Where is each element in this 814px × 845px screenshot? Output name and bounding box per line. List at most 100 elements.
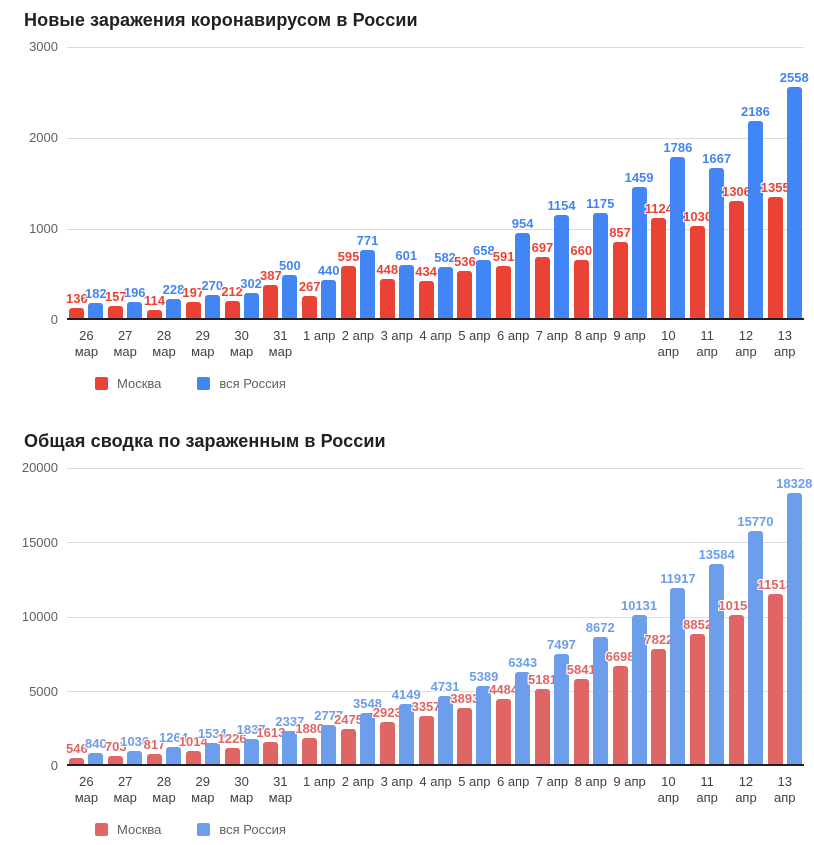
bar-москва: 857 <box>609 225 631 320</box>
bar-москва: 1880 <box>295 721 324 766</box>
x-tick-line: мар <box>229 790 254 805</box>
bar-pair: 2475 3548 <box>334 696 382 766</box>
gridline <box>67 616 804 618</box>
bar-value-label: 15770 <box>737 514 774 530</box>
bar-pair: 536 658 <box>454 243 495 320</box>
bar-вся-россия: 500 <box>279 258 301 320</box>
bar-value-label: 1264 <box>159 730 188 746</box>
bar-value-label: 13584 <box>698 546 735 562</box>
bar-value-label: 2923 <box>372 705 402 721</box>
x-tick-line: 8 апр <box>574 774 607 789</box>
x-tick-line: мар <box>113 790 137 805</box>
y-tick-label: 3000 <box>29 39 58 54</box>
x-tick-line: 1 апр <box>303 328 336 343</box>
x-tick-line: 3 апр <box>380 774 413 789</box>
bar-вся-россия: 1036 <box>120 734 149 766</box>
bar-pair: 267 440 <box>299 263 340 320</box>
bar-pair: 2923 4149 <box>373 687 421 766</box>
y-axis: 0 1000 2000 3000 <box>12 40 58 327</box>
bar-pair: 1124 1786 <box>645 140 692 320</box>
bar-value-label: 771 <box>356 232 379 248</box>
bar-group: 1880 2777 <box>295 708 343 766</box>
bar-value-label: 1030 <box>683 209 713 225</box>
bar-москва: 434 <box>415 264 437 320</box>
x-tick-label: 10 апр <box>649 774 688 806</box>
x-tick-line: апр <box>735 790 757 805</box>
x-tick-line: апр <box>696 344 718 359</box>
bar-москва: 5841 <box>567 662 596 766</box>
bar-group: 136 182 <box>66 286 107 320</box>
bar-москва: 4484 <box>489 682 518 766</box>
x-tick-line: 10 <box>661 774 676 789</box>
bar-group: 1030 1667 <box>683 151 731 320</box>
legend-label: Москва <box>117 376 162 391</box>
x-tick-line: мар <box>268 344 293 359</box>
x-tick-label: 26 мар <box>67 774 106 806</box>
bar-value-label: 1613 <box>256 724 286 740</box>
legend-swatch-icon <box>95 823 108 836</box>
bar-group: 1355 2558 <box>761 70 809 320</box>
bar-value-label: 196 <box>123 285 146 301</box>
bar-pair: 448 601 <box>376 248 417 320</box>
bar-вся-россия: 582 <box>434 250 456 320</box>
bar-group: 595 771 <box>338 233 378 320</box>
bar-group: 448 601 <box>376 248 417 320</box>
bar-value-label: 11917 <box>660 571 696 587</box>
x-tick-label: 5 апр <box>455 774 494 806</box>
x-tick-line: 7 апр <box>535 328 569 343</box>
x-tick-label: 31 мар <box>261 774 300 806</box>
bar-group: 7822 11917 <box>644 571 696 766</box>
bar-value-label: 18328 <box>776 475 813 491</box>
gridline <box>67 467 804 469</box>
y-axis: 0 5000 10000 15000 20000 <box>12 461 58 773</box>
bar-value-label: 1036 <box>120 733 150 749</box>
x-tick-line: 12 <box>738 328 754 343</box>
bar-value-label: 267 <box>298 278 321 294</box>
bar-pair: 5181 7497 <box>528 637 576 766</box>
x-axis-labels: 26 мар 27 мар 28 мар 29 мар 30 мар 31 мар 1 апр 2 апр… <box>67 328 804 360</box>
bar-value-label: 582 <box>434 250 456 266</box>
bar-group: 10158 15770 <box>718 514 774 766</box>
bar-value-label: 1786 <box>663 140 693 156</box>
bar-москва: 10158 <box>718 598 755 766</box>
bar-вся-россия: 7497 <box>547 637 576 766</box>
bar-group: 1306 2186 <box>722 104 770 320</box>
bar-москва: 536 <box>454 254 476 320</box>
bar-pair: 1226 1837 <box>218 722 266 766</box>
x-tick-label: 28 мар <box>145 774 184 806</box>
x-tick-label: 12 апр <box>727 774 766 806</box>
bar-value-label: 5389 <box>469 668 499 684</box>
bar-value-label: 114 <box>143 292 165 308</box>
x-tick-line: мар <box>74 344 99 359</box>
bar-вся-россия: 270 <box>201 278 223 320</box>
bar-group: 3893 5389 <box>450 669 498 766</box>
x-tick-line: мар <box>113 344 137 359</box>
bar-pair: 7822 11917 <box>644 571 696 766</box>
bar-москва: 1124 <box>645 201 673 320</box>
x-axis-line <box>67 764 804 766</box>
bar-group: 267 440 <box>299 263 340 320</box>
x-tick-label: 13 апр <box>765 328 804 360</box>
x-tick-line: 26 <box>79 328 94 343</box>
x-axis-line <box>67 318 804 320</box>
x-tick-label: 26 мар <box>67 328 106 360</box>
bar-москва: 8852 <box>683 617 712 766</box>
x-tick-line: 31 <box>273 774 288 789</box>
x-tick-line: 13 <box>777 328 792 343</box>
bar-вся-россия: 440 <box>318 263 340 320</box>
bar-pair: 1613 2337 <box>256 714 304 766</box>
bar-group: 5181 7497 <box>528 637 576 766</box>
bar-value-label: 3357 <box>411 698 441 714</box>
bar-москва: 136 <box>66 291 88 320</box>
bar-group: 2475 3548 <box>334 696 382 766</box>
bar-москва: 267 <box>299 279 321 320</box>
bar-group: 8852 13584 <box>683 547 735 766</box>
bar-москва: 703 <box>105 739 127 766</box>
x-tick-label: 2 апр <box>339 328 378 360</box>
x-tick-line: 29 <box>195 774 211 789</box>
legend-item-вся-россия: вся Россия <box>197 376 286 391</box>
legend-item-москва: Москва <box>95 376 161 391</box>
x-tick-label: 7 апр <box>533 774 572 806</box>
x-tick-line: 5 апр <box>458 328 491 343</box>
bar-value-label: 817 <box>143 736 166 752</box>
